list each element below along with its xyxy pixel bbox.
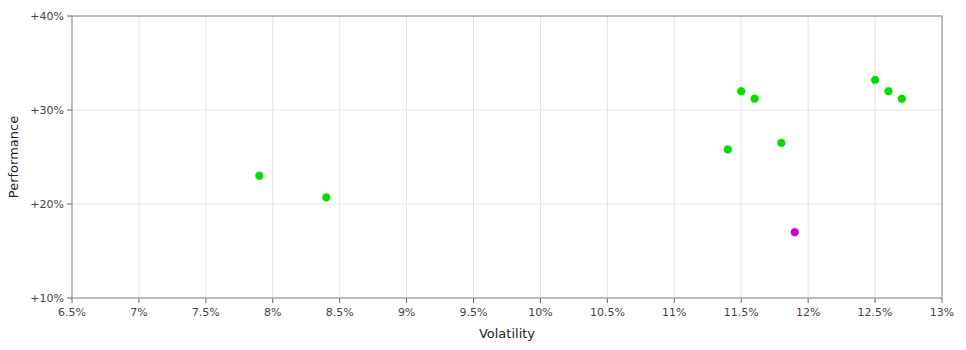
grid-line-x [339, 16, 340, 298]
plot-frame [72, 16, 942, 298]
tick-label-y: +20% [30, 198, 64, 211]
tick-label-x: 8% [264, 306, 281, 319]
tick-x [674, 298, 675, 303]
grid-line-x [272, 16, 273, 298]
x-axis-label: Volatility [479, 326, 535, 341]
tick-label-x: 10.5% [590, 306, 625, 319]
y-axis-label: Performance [6, 116, 21, 198]
grid-line-x [875, 16, 876, 298]
point [871, 75, 880, 84]
tick-label-y: +30% [30, 104, 64, 117]
tick-label-x: 11.5% [724, 306, 759, 319]
tick-label-x: 11% [662, 306, 686, 319]
tick-label-x: 12% [796, 306, 820, 319]
point [884, 87, 893, 96]
tick-label-x: 8.5% [326, 306, 354, 319]
tick-x [741, 298, 742, 303]
series [790, 228, 799, 237]
tick-y [67, 298, 72, 299]
points [255, 75, 906, 236]
tick-y [67, 16, 72, 17]
tick-x [406, 298, 407, 303]
tick-label-y: +40% [30, 10, 64, 23]
tick-x [272, 298, 273, 303]
tick-x [607, 298, 608, 303]
grid-line-x [540, 16, 541, 298]
chart-container: 6.5% 7% 7.5% 8% 8.5% 9% 9.5% 10% 10.5% 11% 11.5% 12… [0, 0, 966, 350]
tick-x [339, 298, 340, 303]
point [790, 228, 799, 237]
tick-label-x: 7.5% [192, 306, 220, 319]
tick-label-x: 13% [930, 306, 954, 319]
plot-area [72, 16, 942, 298]
tick-x [875, 298, 876, 303]
tick-label-x: 9.5% [460, 306, 488, 319]
tick-label-x: 12.5% [858, 306, 893, 319]
grid-line-y [72, 110, 942, 111]
tick-x [205, 298, 206, 303]
point [777, 138, 786, 147]
tick-x [942, 298, 943, 303]
grid-line-x [138, 16, 139, 298]
point [737, 87, 746, 96]
tick-label-x: 6.5% [58, 306, 86, 319]
grid-line-x [473, 16, 474, 298]
point [255, 171, 264, 180]
point [750, 94, 759, 103]
axes: 6.5% 7% 7.5% 8% 8.5% 9% 9.5% 10% 10.5% 11% 11.5% 12… [30, 10, 954, 319]
tick-x [808, 298, 809, 303]
point [322, 193, 331, 202]
tick-label-x: 9% [398, 306, 415, 319]
grid-line-x [205, 16, 206, 298]
point [897, 94, 906, 103]
tick-y [67, 204, 72, 205]
tick-x [540, 298, 541, 303]
grid-line-x [406, 16, 407, 298]
tick-label-y: +10% [30, 292, 64, 305]
series [255, 75, 906, 202]
tick-label-x: 10% [528, 306, 552, 319]
grid-line-x [674, 16, 675, 298]
tick-x [138, 298, 139, 303]
grid-line-x [607, 16, 608, 298]
grid-line-y [72, 204, 942, 205]
chart: 6.5% 7% 7.5% 8% 8.5% 9% 9.5% 10% 10.5% 11% 11.5% 12… [0, 0, 966, 350]
tick-y [67, 110, 72, 111]
tick-label-x: 7% [130, 306, 147, 319]
grid-line-x [741, 16, 742, 298]
grid [72, 16, 942, 298]
tick-x [473, 298, 474, 303]
grid-line-x [808, 16, 809, 298]
point [723, 145, 732, 154]
tick-x [72, 298, 73, 303]
